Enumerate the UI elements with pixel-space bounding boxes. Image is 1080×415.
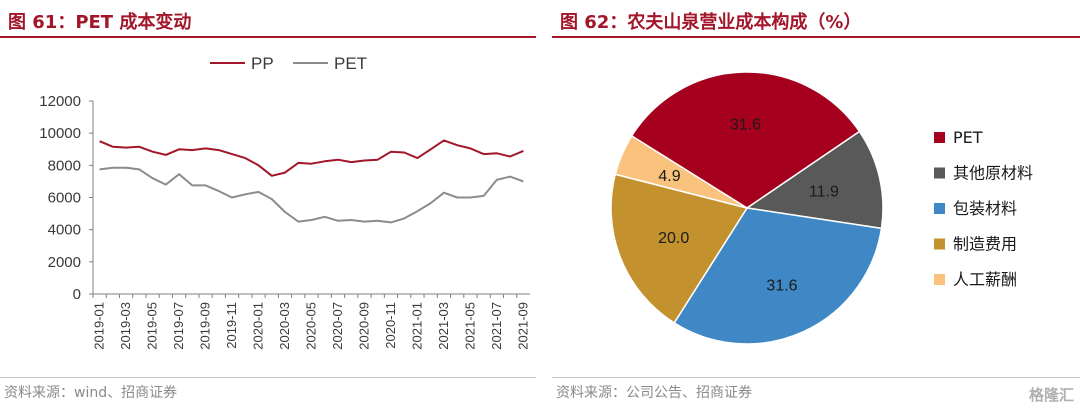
legend-swatch [934, 132, 945, 143]
y-tick-label: 0 [73, 286, 81, 303]
pie-data-label: 4.9 [658, 168, 680, 185]
cost-structure-panel: 图 62：农夫山泉营业成本构成（%） 31.6 11.9 31.6 20.0 4.9 PE… [552, 0, 1080, 415]
legend-label-pp: PP [251, 54, 274, 73]
y-tick-label: 12000 [39, 93, 81, 110]
x-tick-label: 2019-11 [224, 302, 239, 349]
left-source-rule [0, 377, 536, 378]
pie-data-label: 20.0 [658, 230, 689, 247]
pie-data-label: 31.6 [730, 117, 761, 134]
legend-swatch [934, 203, 945, 214]
legend-label: 包装材料 [953, 199, 1017, 218]
x-tick-label: 2019-03 [118, 302, 133, 350]
x-tick-label: 2020-11 [383, 302, 398, 349]
pet-cost-panel: 图 61：PET 成本变动 0 2000 4000 6000 8000 10000 1200… [0, 0, 536, 415]
left-title-rule [0, 36, 536, 38]
legend-label: 制造费用 [953, 235, 1017, 254]
watermark-logo: 格隆汇 [1028, 386, 1074, 404]
series-line-pet [99, 166, 524, 224]
left-chart-title: 图 61：PET 成本变动 [8, 12, 192, 33]
x-tick-label: 2021-09 [515, 302, 530, 350]
legend-label-pet: PET [334, 54, 367, 73]
left-source-note: 资料来源：wind、招商证券 [4, 385, 178, 401]
legend-swatch [934, 167, 945, 179]
y-tick-label: 10000 [39, 125, 81, 142]
x-tick-label: 2021-07 [489, 302, 504, 350]
pie-data-label: 11.9 [809, 184, 839, 201]
pie-slice [614, 134, 748, 209]
pie-data-label: 31.6 [766, 278, 797, 295]
legend-swatch [934, 274, 945, 285]
series-line-pp [99, 139, 524, 177]
right-title-rule [552, 36, 1080, 38]
x-tick-label: 2019-07 [171, 302, 186, 350]
legend-swatch [934, 238, 945, 250]
y-tick-label: 6000 [48, 190, 81, 207]
y-tick-label: 2000 [48, 254, 81, 271]
x-tick-label: 2020-09 [356, 302, 371, 350]
legend-label: 其他原材料 [953, 164, 1033, 183]
legend-label: PET [953, 128, 983, 147]
x-tick-label: 2021-01 [409, 302, 424, 350]
y-tick-label: 4000 [48, 222, 81, 239]
x-tick-label: 2020-07 [330, 302, 345, 350]
line-chart: 0 2000 4000 6000 8000 10000 12000 2019-01 2019-0… [39, 54, 530, 350]
x-tick-label: 2019-01 [92, 302, 107, 350]
right-source-note: 资料来源：公司公告、招商证券 [556, 385, 752, 401]
x-tick-label: 2019-09 [198, 302, 213, 350]
x-tick-label: 2020-05 [304, 302, 319, 350]
x-tick-label: 2020-03 [277, 302, 292, 350]
pie-slice [630, 71, 861, 209]
legend-label: 人工薪酬 [953, 270, 1017, 289]
right-source-rule [552, 377, 1080, 378]
pie-slice [744, 130, 884, 230]
x-tick-label: 2020-01 [251, 302, 266, 350]
x-tick-label: 2021-03 [436, 302, 451, 350]
right-chart-title: 图 62：农夫山泉营业成本构成（%） [560, 12, 862, 33]
pie-slice [610, 173, 749, 324]
x-tick-label: 2021-05 [462, 302, 477, 350]
x-tick-label: 2019-05 [145, 302, 160, 350]
y-tick-label: 8000 [48, 157, 81, 174]
